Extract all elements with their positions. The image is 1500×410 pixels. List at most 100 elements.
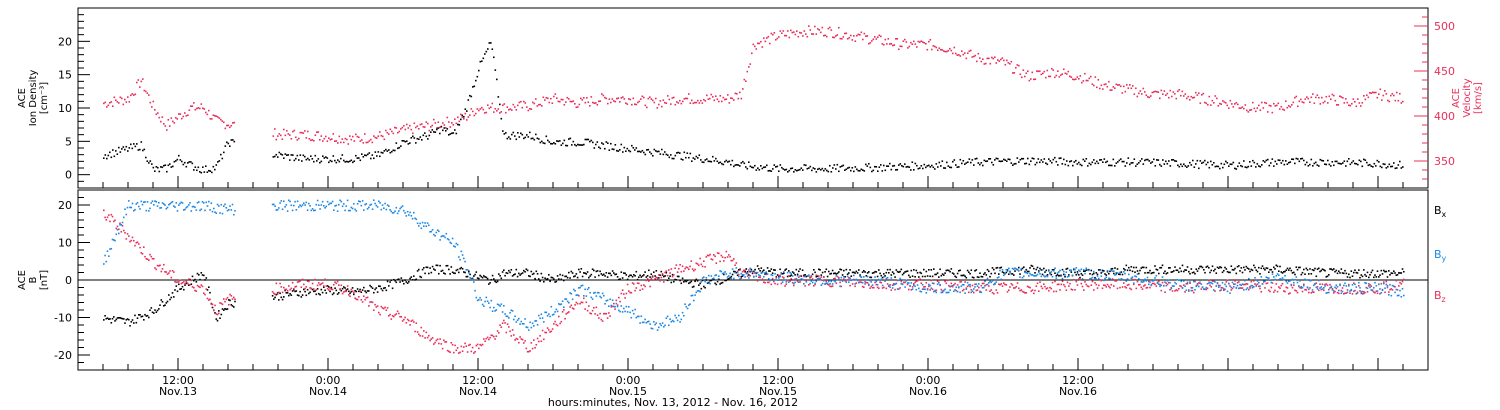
bz-point bbox=[1153, 282, 1155, 285]
bz-point bbox=[1179, 285, 1181, 287]
bz-point bbox=[1254, 283, 1256, 285]
bx-point bbox=[930, 269, 933, 271]
ion-density-point bbox=[1301, 157, 1304, 160]
bz-point bbox=[1156, 281, 1159, 284]
bz-point bbox=[1030, 290, 1033, 292]
bz-point bbox=[921, 288, 924, 290]
velocity-point bbox=[1267, 111, 1269, 113]
bz-point bbox=[164, 271, 166, 273]
velocity-point bbox=[202, 107, 204, 110]
bx-point bbox=[481, 276, 484, 279]
bz-point bbox=[140, 252, 143, 254]
ion-density-point bbox=[1069, 160, 1071, 163]
velocity-point bbox=[575, 106, 578, 109]
ion-density-point bbox=[511, 133, 513, 136]
by-point bbox=[849, 277, 851, 279]
by-point bbox=[1304, 278, 1306, 281]
bz-point bbox=[291, 281, 294, 284]
velocity-point bbox=[1120, 85, 1122, 88]
bz-point bbox=[863, 286, 865, 288]
bx-point bbox=[300, 296, 303, 298]
ion-density-point bbox=[118, 146, 120, 149]
ion-density-point bbox=[1357, 163, 1359, 166]
bx-point bbox=[1213, 270, 1215, 272]
bz-point bbox=[714, 255, 716, 258]
bz-point bbox=[1133, 283, 1135, 286]
by-point bbox=[826, 282, 829, 285]
by-point bbox=[548, 313, 550, 315]
velocity-point bbox=[1097, 79, 1100, 81]
by-point bbox=[1346, 291, 1349, 294]
velocity-point bbox=[1021, 76, 1023, 79]
bz-point bbox=[685, 266, 688, 268]
ion-density-point bbox=[1031, 157, 1034, 160]
by-point bbox=[1175, 283, 1178, 285]
velocity-point bbox=[508, 109, 510, 111]
bz-point bbox=[1221, 287, 1224, 289]
by-point bbox=[285, 204, 288, 206]
bx-point bbox=[305, 294, 308, 297]
ion-density-point bbox=[1183, 163, 1185, 165]
ion-density-point bbox=[413, 137, 416, 139]
bx-point bbox=[509, 271, 511, 274]
bz-point bbox=[579, 302, 581, 305]
bz-point bbox=[806, 279, 809, 281]
bz-point bbox=[595, 306, 598, 309]
by-point bbox=[1329, 287, 1331, 289]
velocity-point bbox=[520, 100, 522, 103]
velocity-point bbox=[419, 123, 422, 126]
bx-point bbox=[1238, 265, 1240, 267]
bx-point bbox=[1191, 271, 1194, 274]
bx-point bbox=[690, 280, 693, 283]
bx-point bbox=[1224, 266, 1226, 269]
ion-density-point bbox=[386, 150, 389, 152]
ion-density-point bbox=[223, 151, 225, 154]
by-point bbox=[499, 305, 501, 307]
by-point bbox=[431, 229, 434, 231]
bx-point bbox=[891, 271, 894, 273]
ion-density-point bbox=[1351, 161, 1353, 164]
ion-density-point bbox=[898, 164, 900, 166]
by-point bbox=[985, 284, 988, 286]
velocity-point bbox=[1288, 105, 1290, 107]
bz-point bbox=[913, 283, 915, 285]
bz-point bbox=[379, 313, 381, 316]
velocity-point bbox=[1306, 96, 1308, 98]
by-point bbox=[804, 275, 806, 278]
by-point bbox=[498, 304, 500, 306]
by-point bbox=[790, 273, 793, 275]
by-point bbox=[1145, 280, 1148, 282]
velocity-point bbox=[770, 32, 773, 35]
velocity-point bbox=[1361, 102, 1364, 104]
bz-point bbox=[625, 292, 628, 295]
ion-density-point bbox=[322, 155, 324, 157]
ion-density-point bbox=[1273, 165, 1275, 167]
bx-point bbox=[645, 276, 648, 278]
ion-density-point bbox=[298, 159, 300, 161]
by-point bbox=[669, 318, 671, 320]
velocity-point bbox=[973, 55, 975, 58]
by-point bbox=[978, 283, 980, 285]
by-point bbox=[1054, 267, 1056, 269]
bx-point bbox=[1314, 267, 1316, 270]
bx-point bbox=[389, 281, 391, 283]
by-point bbox=[949, 289, 951, 291]
bx-point bbox=[886, 268, 889, 271]
ion-density-point bbox=[346, 160, 348, 163]
by-point bbox=[466, 269, 469, 271]
velocity-point bbox=[566, 96, 569, 99]
by-point bbox=[1108, 277, 1110, 280]
bottom-left-tick-label: 10 bbox=[58, 237, 72, 250]
by-point bbox=[634, 308, 636, 311]
by-point bbox=[1198, 285, 1200, 288]
ion-density-point bbox=[682, 159, 684, 161]
ion-density-point bbox=[119, 151, 122, 153]
bx-point bbox=[503, 269, 505, 271]
bx-point bbox=[1083, 270, 1085, 272]
by-point bbox=[659, 322, 661, 325]
by-point bbox=[328, 203, 330, 206]
bz-point bbox=[504, 322, 506, 324]
by-point bbox=[868, 283, 870, 286]
bx-point bbox=[103, 319, 105, 321]
velocity-point bbox=[860, 31, 863, 34]
